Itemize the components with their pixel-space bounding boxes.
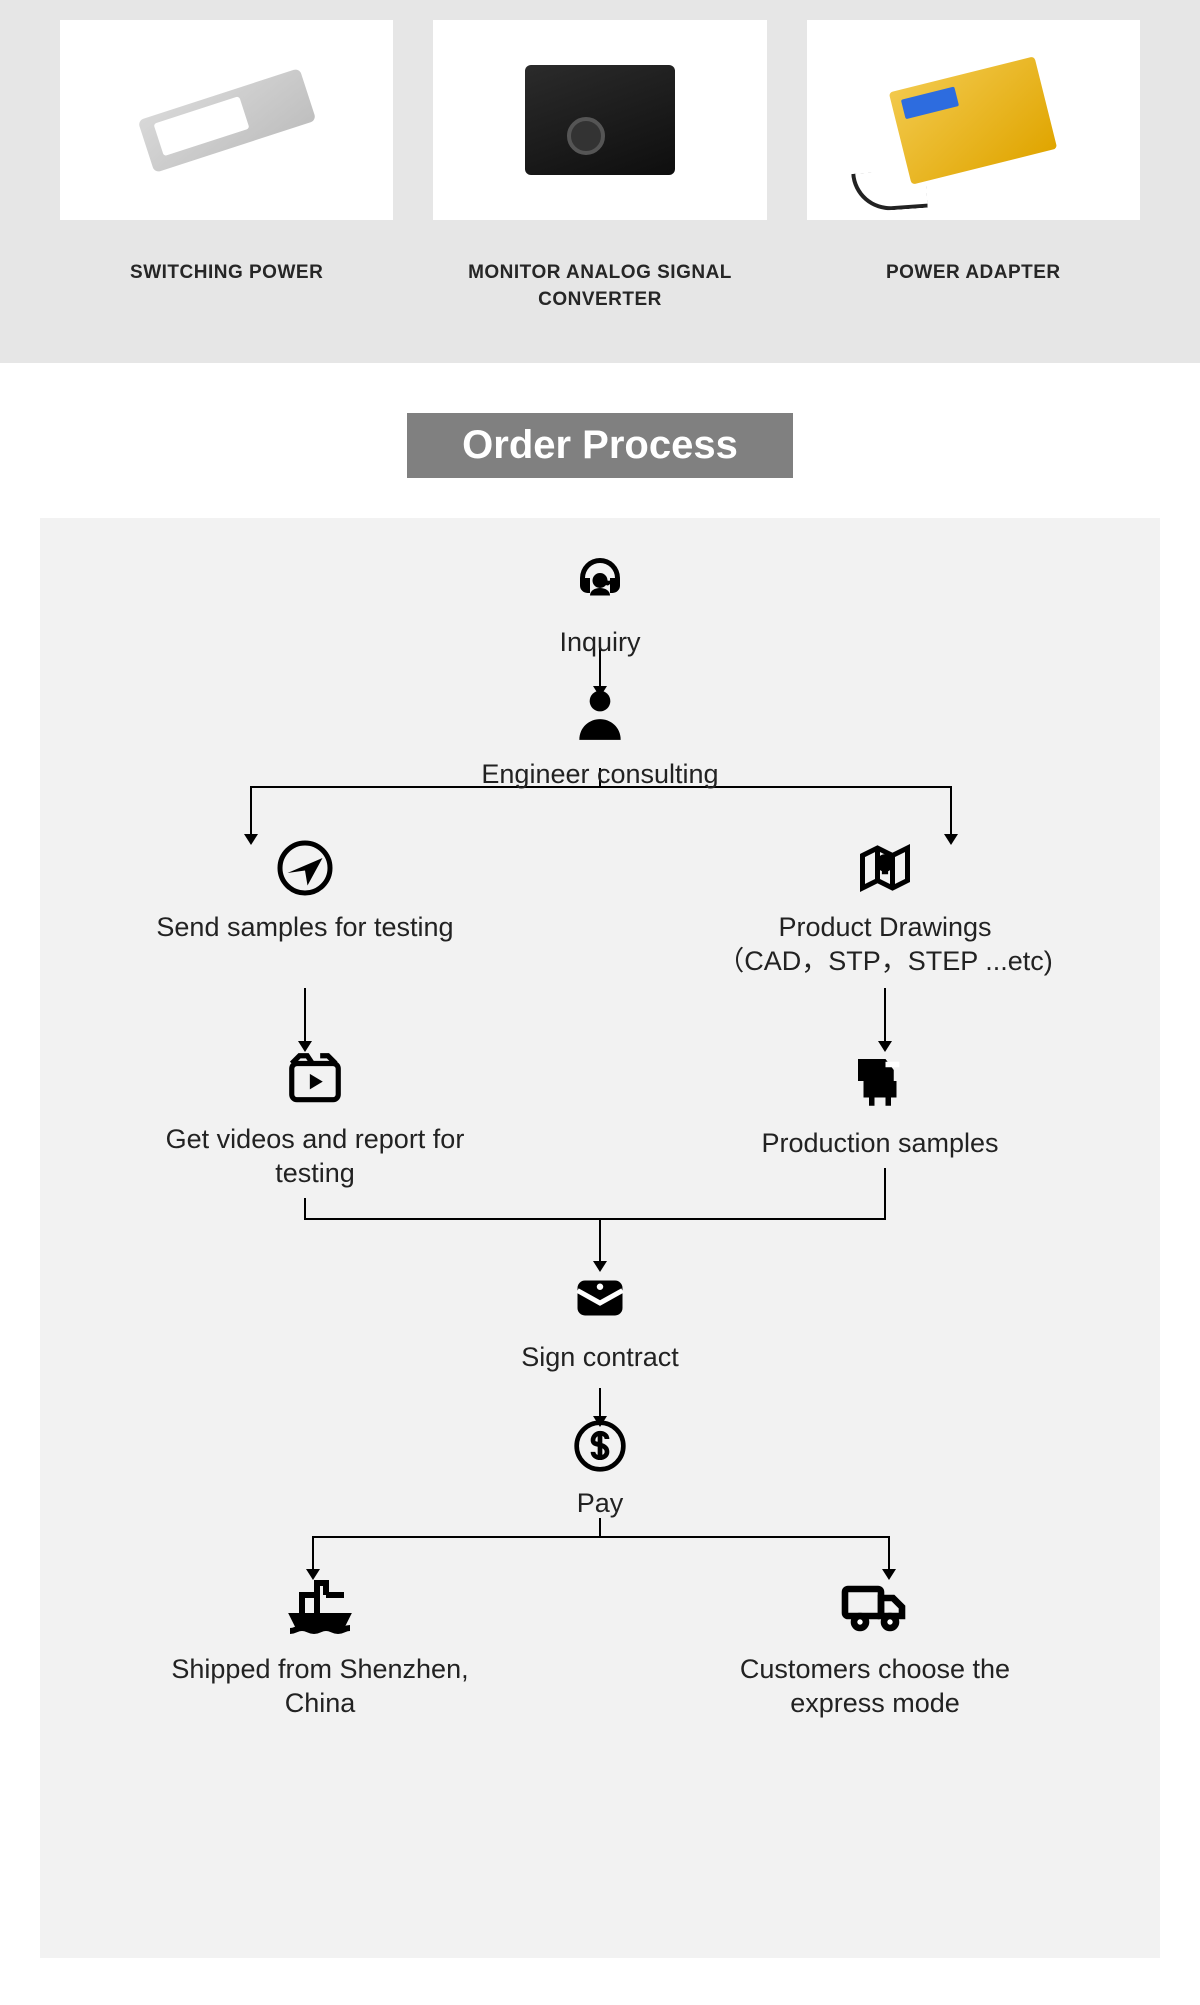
- order-process-header: Order Process: [407, 413, 793, 478]
- product-card: POWER ADAPTER: [807, 20, 1140, 313]
- product-image: [60, 20, 393, 220]
- ship-icon: [284, 1568, 356, 1640]
- connector: [304, 1198, 306, 1220]
- node-label: Shipped from Shenzhen, China: [150, 1653, 490, 1721]
- node-samples: Send samples for testing: [155, 838, 455, 945]
- node-label: Get videos and report for testing: [165, 1123, 465, 1191]
- signal-converter-icon: [525, 65, 675, 175]
- dollar-circle-icon: [572, 1418, 628, 1474]
- product-title: MONITOR ANALOG SIGNAL CONVERTER: [433, 260, 766, 313]
- product-title: POWER ADAPTER: [807, 260, 1140, 287]
- node-label: Send samples for testing: [155, 911, 455, 945]
- connector: [884, 1168, 886, 1220]
- order-process-flowchart: Inquiry Engineer consulting Send samples…: [40, 518, 1160, 1958]
- node-label: Production samples: [730, 1127, 1030, 1161]
- envelope-icon: [570, 1268, 630, 1328]
- connector: [304, 988, 306, 1043]
- connector: [599, 1218, 601, 1263]
- connector: [304, 1218, 886, 1220]
- product-card: SWITCHING POWER: [60, 20, 393, 313]
- truck-icon: [839, 1568, 911, 1640]
- node-sign: Sign contract: [450, 1268, 750, 1375]
- node-shipped: Shipped from Shenzhen, China: [150, 1568, 490, 1721]
- connector: [599, 1388, 601, 1418]
- person-icon: [569, 683, 631, 745]
- product-image: [807, 20, 1140, 220]
- node-label: Product Drawings （CAD，STP，STEP ...etc): [675, 911, 1095, 979]
- node-label: Engineer consulting: [430, 758, 770, 792]
- connector: [888, 1536, 890, 1571]
- node-label: Inquiry: [450, 626, 750, 660]
- video-icon: [284, 1048, 346, 1110]
- order-process-header-wrap: Order Process: [0, 363, 1200, 518]
- plane-circle-icon: [275, 838, 335, 898]
- connector: [312, 1536, 314, 1571]
- node-pay: Pay: [450, 1418, 750, 1521]
- node-label: Customers choose the express mode: [705, 1653, 1045, 1721]
- product-grid: SWITCHING POWER MONITOR ANALOG SIGNAL CO…: [60, 20, 1140, 313]
- node-inquiry: Inquiry: [450, 553, 750, 660]
- node-label: Sign contract: [450, 1341, 750, 1375]
- node-drawings: Product Drawings （CAD，STP，STEP ...etc): [675, 838, 1095, 979]
- map-pin-icon: [855, 838, 915, 898]
- product-card: MONITOR ANALOG SIGNAL CONVERTER: [433, 20, 766, 313]
- switching-power-icon: [137, 68, 316, 173]
- node-videos: Get videos and report for testing: [165, 1048, 465, 1191]
- machine-icon: [847, 1048, 913, 1114]
- connector: [884, 988, 886, 1043]
- node-production-samples: Production samples: [730, 1048, 1030, 1161]
- node-express: Customers choose the express mode: [705, 1568, 1045, 1721]
- headset-icon: [570, 553, 630, 613]
- connector: [250, 786, 252, 836]
- product-title: SWITCHING POWER: [60, 260, 393, 287]
- product-image: [433, 20, 766, 220]
- node-label: Pay: [450, 1487, 750, 1521]
- node-engineer: Engineer consulting: [430, 683, 770, 792]
- connector: [312, 1536, 890, 1538]
- connector: [599, 1518, 601, 1538]
- product-section: SWITCHING POWER MONITOR ANALOG SIGNAL CO…: [0, 0, 1200, 363]
- power-adapter-icon: [889, 56, 1058, 184]
- connector: [950, 786, 952, 836]
